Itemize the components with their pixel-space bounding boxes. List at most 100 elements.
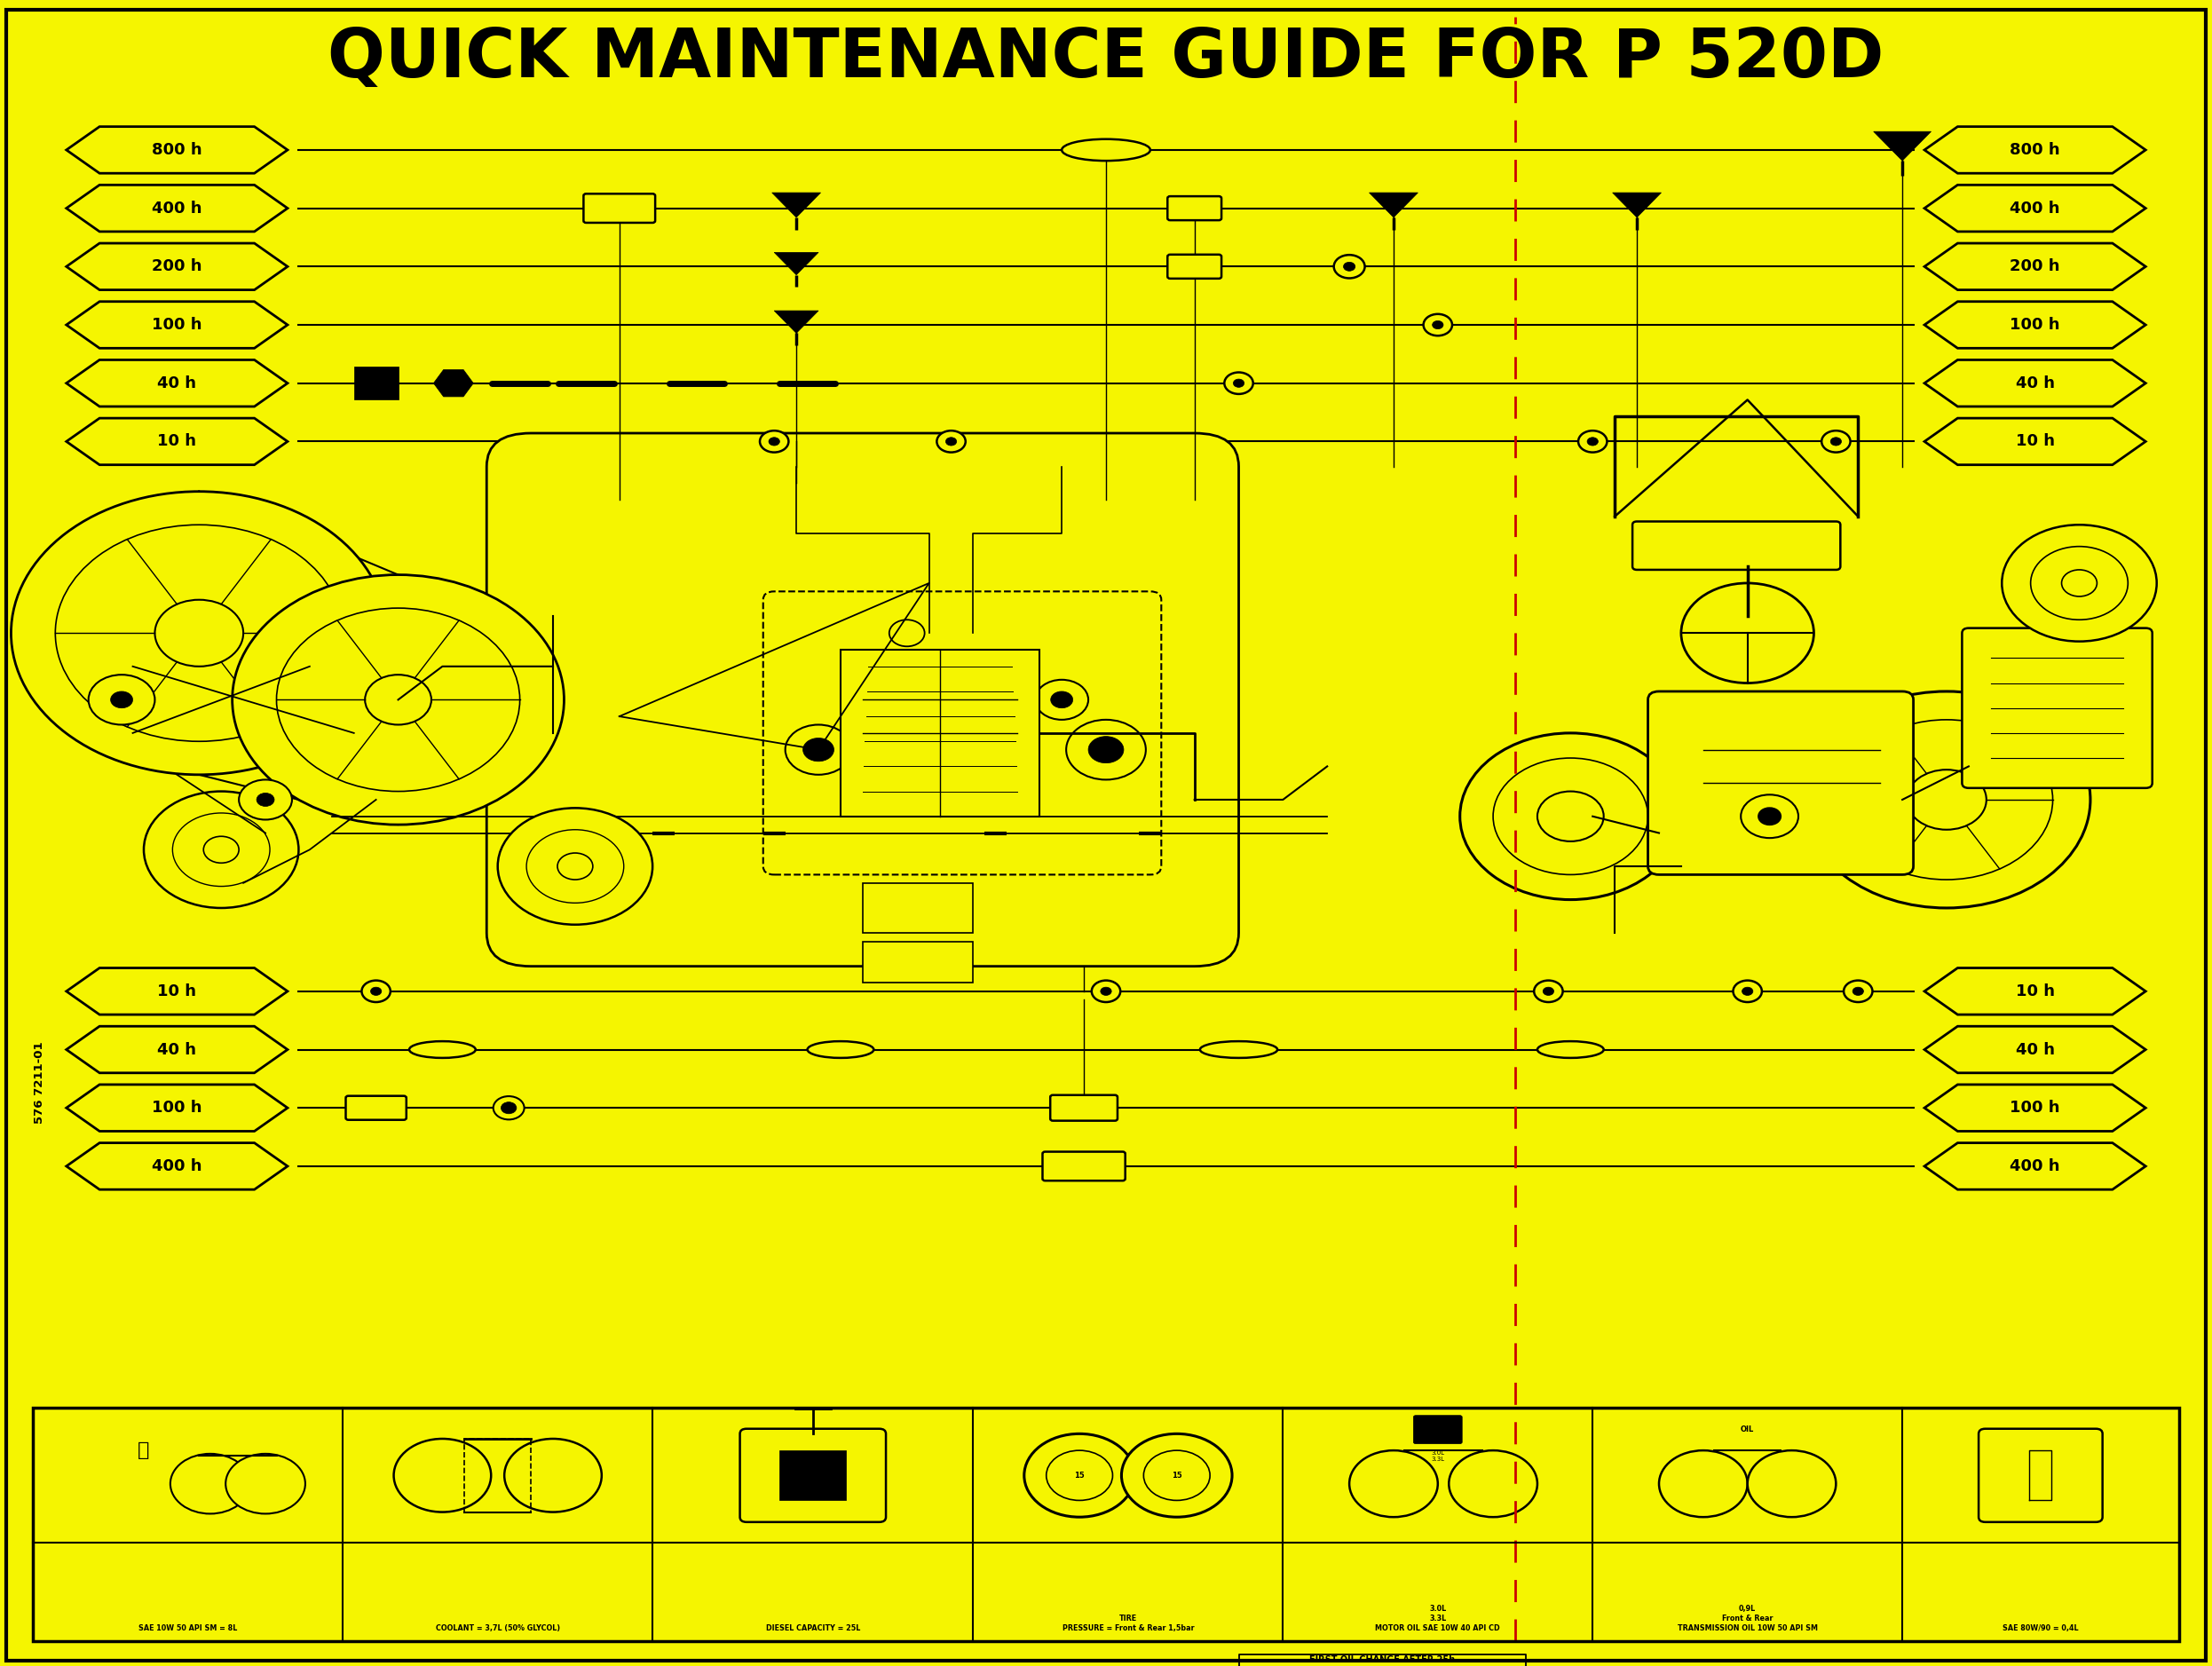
Bar xyxy=(33,1408,2179,1641)
Circle shape xyxy=(1121,1434,1232,1518)
Polygon shape xyxy=(66,360,288,407)
Circle shape xyxy=(1741,795,1798,838)
Circle shape xyxy=(226,1454,305,1514)
Circle shape xyxy=(803,738,834,761)
Circle shape xyxy=(170,1454,250,1514)
Circle shape xyxy=(770,438,779,445)
Text: QUICK MAINTENANCE GUIDE FOR P 520D: QUICK MAINTENANCE GUIDE FOR P 520D xyxy=(327,25,1885,92)
Circle shape xyxy=(1535,980,1562,1003)
Circle shape xyxy=(1225,373,1252,395)
FancyBboxPatch shape xyxy=(1648,691,1913,875)
Text: 10 h: 10 h xyxy=(157,433,197,450)
Text: 3.0L
3.3L: 3.0L 3.3L xyxy=(1431,1451,1444,1463)
Polygon shape xyxy=(66,1143,288,1190)
Circle shape xyxy=(2031,546,2128,620)
Circle shape xyxy=(394,1439,491,1513)
Ellipse shape xyxy=(1062,140,1150,162)
Circle shape xyxy=(1091,980,1121,1003)
Text: 40 h: 40 h xyxy=(2015,375,2055,392)
Text: DIESEL CAPACITY = 25L: DIESEL CAPACITY = 25L xyxy=(765,1624,860,1633)
Text: 15: 15 xyxy=(1075,1471,1084,1479)
Ellipse shape xyxy=(1537,1041,1604,1058)
Circle shape xyxy=(1659,1451,1747,1518)
Circle shape xyxy=(1460,733,1681,900)
Polygon shape xyxy=(1924,1143,2146,1190)
Polygon shape xyxy=(1924,127,2146,173)
FancyBboxPatch shape xyxy=(1051,1095,1117,1121)
Polygon shape xyxy=(1924,243,2146,290)
FancyBboxPatch shape xyxy=(1632,521,1840,570)
Bar xyxy=(354,367,398,400)
Circle shape xyxy=(1823,431,1849,451)
Circle shape xyxy=(785,725,852,775)
Text: 10 h: 10 h xyxy=(157,983,197,1000)
Text: 200 h: 200 h xyxy=(2011,258,2059,275)
Circle shape xyxy=(2002,525,2157,641)
FancyBboxPatch shape xyxy=(763,591,1161,875)
Polygon shape xyxy=(66,302,288,348)
Polygon shape xyxy=(1924,1085,2146,1131)
FancyBboxPatch shape xyxy=(1978,1429,2101,1523)
Polygon shape xyxy=(1924,185,2146,232)
FancyBboxPatch shape xyxy=(863,883,973,933)
Circle shape xyxy=(1024,1434,1135,1518)
Text: 100 h: 100 h xyxy=(2011,317,2059,333)
Circle shape xyxy=(1803,691,2090,908)
Text: OIL: OIL xyxy=(1741,1426,1754,1434)
Text: 400 h: 400 h xyxy=(2011,200,2059,217)
Text: 400 h: 400 h xyxy=(2011,1158,2059,1175)
Circle shape xyxy=(761,431,787,451)
Polygon shape xyxy=(1924,360,2146,407)
Text: 15: 15 xyxy=(1172,1471,1181,1479)
Circle shape xyxy=(88,675,155,725)
Text: 400 h: 400 h xyxy=(153,1158,201,1175)
Text: ⛽: ⛽ xyxy=(137,1441,150,1459)
Text: TIRE
PRESSURE = Front & Rear 1,5bar: TIRE PRESSURE = Front & Rear 1,5bar xyxy=(1062,1614,1194,1633)
Circle shape xyxy=(11,491,387,775)
Text: 3.0L
3.3L
MOTOR OIL SAE 10W 40 API CD: 3.0L 3.3L MOTOR OIL SAE 10W 40 API CD xyxy=(1376,1604,1500,1633)
Circle shape xyxy=(1051,691,1073,708)
Circle shape xyxy=(239,780,292,820)
Text: 100 h: 100 h xyxy=(2011,1100,2059,1116)
Circle shape xyxy=(1334,255,1365,278)
Polygon shape xyxy=(66,968,288,1015)
FancyBboxPatch shape xyxy=(841,650,1040,816)
Text: 40 h: 40 h xyxy=(157,1041,197,1058)
Polygon shape xyxy=(772,193,821,218)
Polygon shape xyxy=(1874,132,1931,162)
Circle shape xyxy=(173,813,270,886)
Circle shape xyxy=(1854,988,1863,995)
Circle shape xyxy=(526,830,624,903)
Text: FIRST OIL CHANGE AFTER 25h: FIRST OIL CHANGE AFTER 25h xyxy=(1310,1656,1455,1664)
Circle shape xyxy=(2008,1451,2075,1501)
Circle shape xyxy=(55,525,343,741)
Polygon shape xyxy=(1613,193,1661,218)
FancyBboxPatch shape xyxy=(345,1096,407,1120)
Text: 40 h: 40 h xyxy=(2015,1041,2055,1058)
Polygon shape xyxy=(1924,1026,2146,1073)
Circle shape xyxy=(1449,1451,1537,1518)
Circle shape xyxy=(1349,1451,1438,1518)
Ellipse shape xyxy=(807,1041,874,1058)
Circle shape xyxy=(1759,808,1781,825)
Circle shape xyxy=(1579,431,1608,451)
Text: COOLANT = 3,7L (50% GLYCOL): COOLANT = 3,7L (50% GLYCOL) xyxy=(436,1624,560,1633)
Circle shape xyxy=(155,600,243,666)
Circle shape xyxy=(1747,1451,1836,1518)
Polygon shape xyxy=(66,1085,288,1131)
Polygon shape xyxy=(66,418,288,465)
Circle shape xyxy=(504,1439,602,1513)
Circle shape xyxy=(1046,1451,1113,1501)
Circle shape xyxy=(1102,988,1110,995)
Ellipse shape xyxy=(1199,1041,1279,1058)
FancyBboxPatch shape xyxy=(741,1429,887,1523)
Polygon shape xyxy=(1369,193,1418,218)
Polygon shape xyxy=(1924,968,2146,1015)
Circle shape xyxy=(1088,736,1124,763)
Polygon shape xyxy=(66,243,288,290)
Text: 800 h: 800 h xyxy=(153,142,201,158)
Circle shape xyxy=(257,793,274,806)
Circle shape xyxy=(1743,988,1752,995)
FancyBboxPatch shape xyxy=(1962,628,2152,788)
FancyBboxPatch shape xyxy=(1413,1416,1462,1444)
